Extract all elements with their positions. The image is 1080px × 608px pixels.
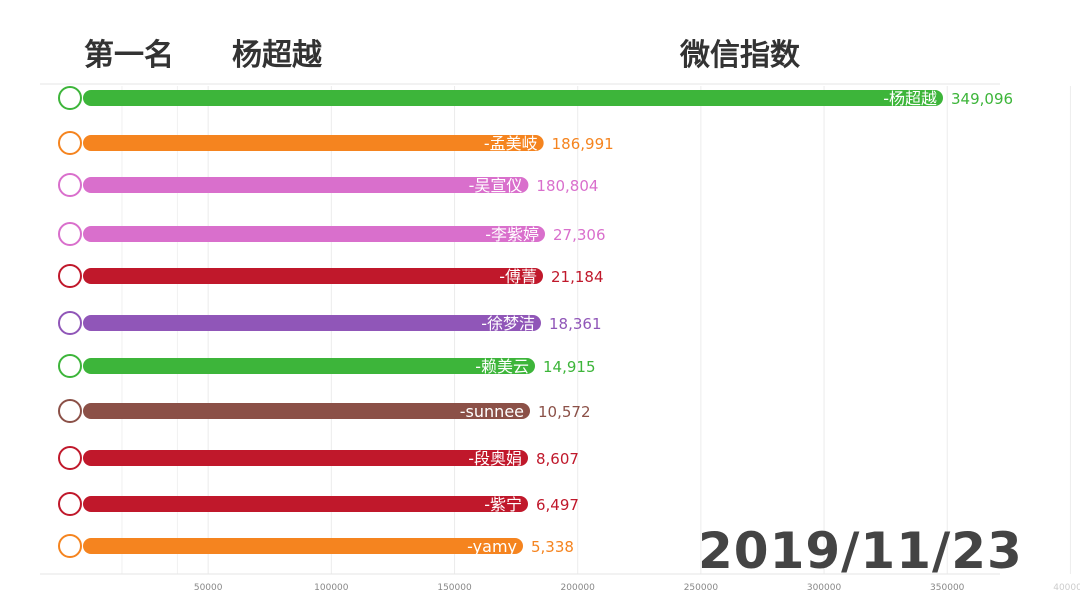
bar — [83, 268, 543, 284]
bar-value-label: 186,991 — [552, 135, 614, 153]
bar-marker — [58, 446, 82, 470]
bar-marker — [58, 311, 82, 335]
bar-marker — [58, 264, 82, 288]
bar — [83, 135, 544, 151]
bar-name-label: -赖美云 — [475, 357, 529, 376]
rank-label: 第一名 — [84, 38, 174, 73]
bar-marker — [58, 222, 82, 246]
bar-value-label: 6,497 — [536, 496, 579, 514]
bar-marker — [58, 354, 82, 378]
x-tick-label: 300000 — [807, 583, 842, 593]
bar-value-label: 18,361 — [549, 315, 602, 333]
x-tick-label: 100000 — [314, 583, 349, 593]
bar-marker — [58, 534, 82, 558]
bar-value-label: 14,915 — [543, 358, 596, 376]
chart-title: 微信指数 — [680, 38, 800, 73]
bar — [83, 538, 523, 554]
bar-value-label: 349,096 — [951, 90, 1013, 108]
bar — [83, 90, 943, 106]
bar — [83, 450, 528, 466]
x-tick-label: 150000 — [437, 583, 472, 593]
x-tick-label: 350000 — [930, 583, 965, 593]
bar-name-label: -孟美岐 — [484, 134, 538, 153]
bar-name-label: -杨超越 — [883, 89, 937, 108]
bar-value-label: 27,306 — [553, 226, 606, 244]
bar — [83, 226, 545, 242]
date-label: 2019/11/23 — [698, 522, 1023, 580]
x-tick-label: 50000 — [194, 583, 223, 593]
bar-name-label: -yamy — [467, 537, 517, 556]
bar-name-label: -段奥娟 — [468, 449, 522, 468]
bar-marker — [58, 131, 82, 155]
bar-marker — [58, 492, 82, 516]
bar-name-label: -徐梦洁 — [481, 314, 535, 333]
bar-name-label: -紫宁 — [484, 495, 522, 514]
bar-name-label: -sunnee — [460, 402, 524, 421]
x-tick-label: 250000 — [684, 583, 719, 593]
bar — [83, 358, 535, 374]
bar-value-label: 180,804 — [536, 177, 598, 195]
bar-value-label: 21,184 — [551, 268, 604, 286]
x-tick-label: 200000 — [561, 583, 596, 593]
bar-marker — [58, 173, 82, 197]
bar — [83, 496, 528, 512]
x-tick-label: 400000 — [1053, 583, 1080, 593]
bar-marker — [58, 86, 82, 110]
bar-name-label: -傅菁 — [499, 267, 537, 286]
bar-marker — [58, 399, 82, 423]
bar-name-label: -李紫婷 — [485, 225, 539, 244]
bar-value-label: 8,607 — [536, 450, 579, 468]
bar — [83, 315, 541, 331]
bar — [83, 403, 530, 419]
bar-value-label: 5,338 — [531, 538, 574, 556]
bar-value-label: 10,572 — [538, 403, 591, 421]
bar — [83, 177, 529, 193]
leader-name: 杨超越 — [232, 38, 322, 73]
bar-name-label: -吴宣仪 — [469, 176, 523, 195]
